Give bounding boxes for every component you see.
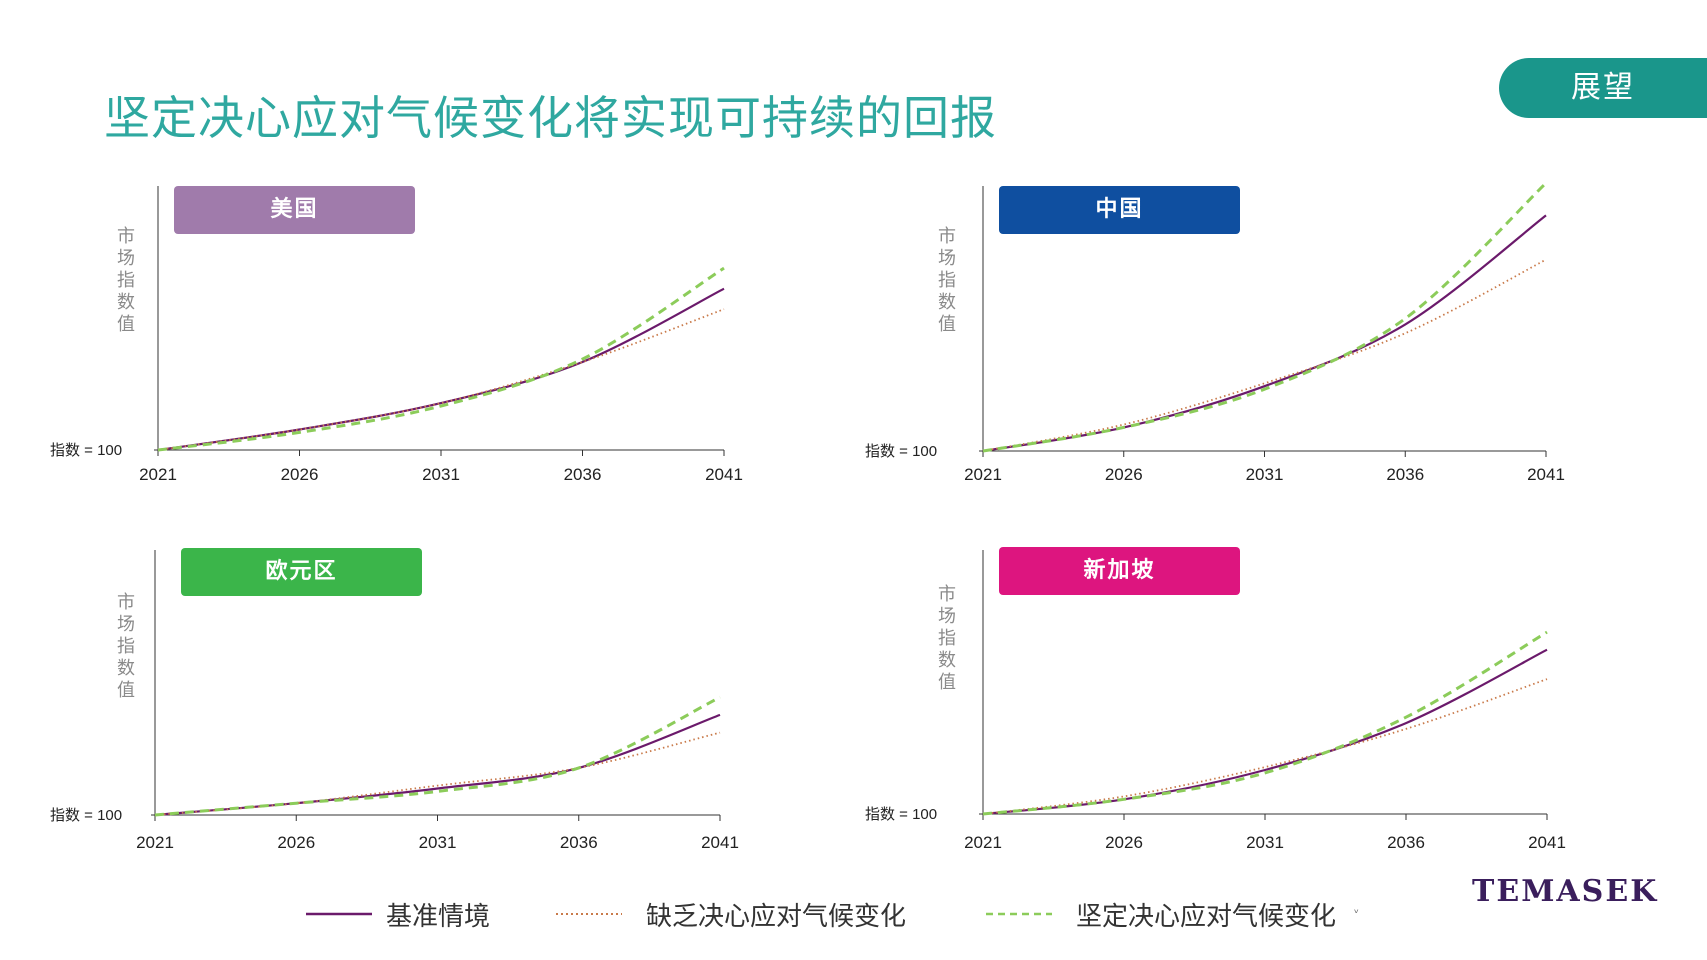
china-baseline-label: 指数 = 100	[865, 443, 937, 460]
us-y-axis-label-char: 场	[117, 248, 135, 269]
temasek-logo: TEMASEK	[1472, 874, 1659, 909]
singapore-series-lack-resolve	[982, 678, 1548, 815]
singapore-x-tick-label: 2021	[964, 833, 1002, 852]
singapore-x-tick-label: 2036	[1387, 833, 1425, 852]
eurozone-x-tick-label: 2041	[701, 833, 739, 852]
legend-label-baseline: 基准情境	[386, 901, 491, 932]
region-badge-eurozone: 欧元区	[181, 548, 422, 596]
china-y-axis-label-char: 值	[938, 314, 956, 335]
us-y-axis-label-char: 指	[117, 270, 135, 291]
china-x-tick-label: 2036	[1386, 465, 1424, 484]
singapore-series-firm-resolve	[982, 630, 1548, 816]
us-baseline-label: 指数 = 100	[50, 442, 122, 459]
us-y-axis-label-char: 市	[117, 226, 135, 247]
china-x-tick-label: 2031	[1246, 465, 1284, 484]
legend-label-firm-resolve: 坚定决心应对气候变化	[1076, 901, 1337, 932]
singapore-y-axis-label-char: 场	[938, 606, 956, 627]
singapore-y-axis-label-char: 值	[938, 672, 956, 693]
china-x-tick-label: 2026	[1105, 465, 1143, 484]
china-series-firm-resolve	[982, 182, 1548, 453]
singapore-y-axis-label-char: 指	[938, 628, 956, 649]
eurozone-y-axis-label-char: 场	[117, 614, 135, 635]
us-x-tick-label: 2041	[705, 465, 743, 484]
eurozone-y-axis-label-char: 值	[117, 680, 135, 701]
eurozone-baseline-label: 指数 = 100	[50, 807, 122, 824]
region-badge-china: 中国	[999, 186, 1240, 234]
eurozone-series-baseline	[154, 713, 721, 817]
eurozone-series-firm-resolve	[154, 695, 721, 817]
page-title: 坚定决心应对气候变化将实现可持续的回报	[104, 91, 997, 145]
us-x-tick-label: 2031	[422, 465, 460, 484]
region-badge-singapore: 新加坡	[999, 547, 1240, 595]
china-y-axis-label-char: 场	[938, 248, 956, 269]
legend-dotted-line-icon	[556, 913, 622, 915]
eurozone-x-tick-label: 2031	[419, 833, 457, 852]
us-series-firm-resolve	[157, 266, 725, 452]
china-y-axis-label-char: 数	[938, 292, 956, 313]
legend-firm-resolve: 坚定决心应对气候变化	[986, 894, 1336, 934]
eurozone-y-axis-label-char: 市	[117, 592, 135, 613]
region-badge-us: 美国	[174, 186, 415, 234]
us-x-tick-label: 2021	[139, 465, 177, 484]
china-y-axis-label-char: 指	[938, 270, 956, 291]
singapore-y-axis-label-char: 市	[938, 584, 956, 605]
china-y-axis-label-char: 市	[938, 226, 956, 247]
us-y-axis-label-char: 数	[117, 292, 135, 313]
singapore-baseline-label: 指数 = 100	[865, 806, 937, 823]
legend-baseline: 基准情境	[306, 894, 490, 934]
eurozone-x-tick-label: 2036	[560, 833, 598, 852]
us-x-tick-label: 2036	[564, 465, 602, 484]
eurozone-x-tick-label: 2021	[136, 833, 174, 852]
us-x-tick-label: 2026	[281, 465, 319, 484]
china-x-tick-label: 2021	[964, 465, 1002, 484]
legend-lack-resolve: 缺乏决心应对气候变化	[556, 894, 906, 934]
us-y-axis-label-char: 值	[117, 314, 135, 335]
singapore-series-baseline	[982, 648, 1548, 816]
legend-label-lack-resolve: 缺乏决心应对气候变化	[646, 901, 907, 932]
singapore-x-tick-label: 2026	[1105, 833, 1143, 852]
eurozone-series-lack-resolve	[154, 731, 721, 816]
china-series-baseline	[982, 214, 1547, 453]
china-series-lack-resolve	[982, 258, 1547, 452]
eurozone-y-axis-label-char: 指	[117, 636, 135, 657]
eurozone-x-tick-label: 2026	[277, 833, 315, 852]
legend-solid-line-icon	[306, 912, 372, 916]
china-x-tick-label: 2041	[1527, 465, 1565, 484]
section-tab[interactable]: 展望	[1499, 58, 1707, 118]
eurozone-y-axis-label-char: 数	[117, 658, 135, 679]
legend-dashed-line-icon	[986, 912, 1052, 916]
singapore-y-axis-label-char: 数	[938, 650, 956, 671]
singapore-x-tick-label: 2041	[1528, 833, 1566, 852]
us-series-baseline	[157, 287, 725, 452]
singapore-x-tick-label: 2031	[1246, 833, 1284, 852]
us-series-lack-resolve	[157, 308, 725, 451]
legend-marker: ᵛ	[1354, 906, 1360, 920]
